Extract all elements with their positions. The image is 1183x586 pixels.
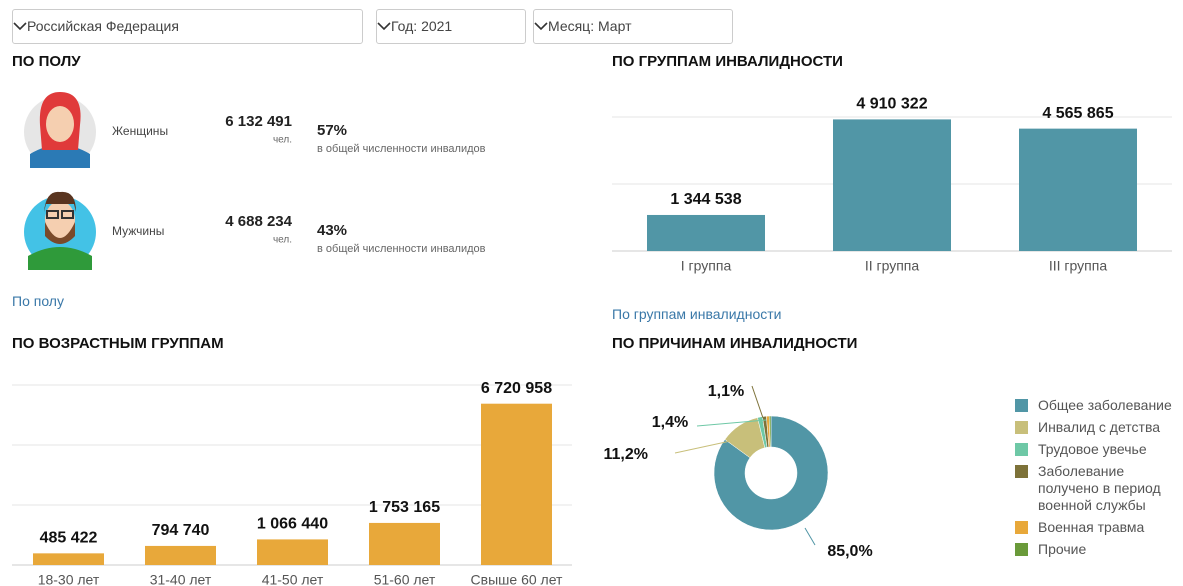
x-tick-label: I группа xyxy=(681,258,732,274)
legend-label: Общее заболевание xyxy=(1038,397,1172,413)
chart-title: ПО ГРУППАМ ИНВАЛИДНОСТИ xyxy=(612,53,843,70)
legend-swatch xyxy=(1015,465,1028,478)
gender-count: 6 132 491 xyxy=(225,113,292,130)
gender-label: Женщины xyxy=(112,124,168,138)
gender-percent: 57% xyxy=(317,122,347,139)
pie-slice xyxy=(713,415,829,531)
chart-title: ПО ПРИЧИНАМ ИНВАЛИДНОСТИ xyxy=(612,335,857,352)
section-title: ПО ПОЛУ xyxy=(12,53,81,70)
chevron xyxy=(377,22,391,31)
gender-unit: чел. xyxy=(273,135,292,146)
disability-link[interactable]: По группам инвалидности xyxy=(612,306,782,322)
gender-percent: 43% xyxy=(317,222,347,239)
year-dropdown[interactable]: Год: 2021 xyxy=(376,9,526,44)
value-label: 4 910 322 xyxy=(856,96,927,113)
legend-swatch xyxy=(1015,543,1028,556)
bar xyxy=(833,119,951,251)
dropdown-text: Месяц: Март xyxy=(548,18,632,34)
value-label: 11,2% xyxy=(604,446,648,463)
chart-title: ПО ВОЗРАСТНЫМ ГРУППАМ xyxy=(12,335,224,352)
legend-item: Заболевание получено в период военной сл… xyxy=(1015,463,1183,514)
value-label: 485 422 xyxy=(40,530,98,547)
value-label: 794 740 xyxy=(152,522,210,539)
legend-label: Военная травма xyxy=(1038,519,1145,535)
gender-link[interactable]: По полу xyxy=(12,293,64,309)
value-label: 1,1% xyxy=(708,383,744,400)
legend: Общее заболевание Инвалид с детства Трудов… xyxy=(1015,397,1183,563)
avatar-female xyxy=(24,92,96,168)
legend-item: Военная травма xyxy=(1015,519,1183,536)
gender-note: в общей численности инвалидов xyxy=(317,143,486,155)
bar xyxy=(481,403,552,565)
x-tick-label: II группа xyxy=(865,258,920,274)
x-tick-label: 41-50 лет xyxy=(262,572,324,586)
value-label: 6 720 958 xyxy=(481,380,552,397)
value-label: 1,4% xyxy=(652,414,688,431)
value-label: 1 066 440 xyxy=(257,516,328,533)
gender-unit: чел. xyxy=(273,235,292,246)
leader-line xyxy=(804,527,816,546)
region-dropdown[interactable]: Российская Федерация xyxy=(12,9,363,44)
x-tick-label: III группа xyxy=(1049,258,1107,274)
chevron xyxy=(13,22,27,31)
gender-label: Мужчины xyxy=(112,224,164,238)
month-dropdown[interactable]: Месяц: Март xyxy=(533,9,733,44)
legend-item: Инвалид с детства xyxy=(1015,419,1183,436)
legend-label: Заболевание получено в период военной сл… xyxy=(1038,463,1161,513)
x-tick-label: 51-60 лет xyxy=(374,572,436,586)
legend-item: Общее заболевание xyxy=(1015,397,1183,414)
bar xyxy=(647,214,765,251)
avatar-male xyxy=(24,191,96,270)
bar xyxy=(33,553,104,565)
legend-item: Прочие xyxy=(1015,541,1183,558)
leader-line xyxy=(674,439,736,454)
legend-swatch xyxy=(1015,521,1028,534)
bar xyxy=(1019,128,1137,251)
chevron xyxy=(534,22,548,31)
value-label: 1 344 538 xyxy=(670,191,741,208)
leader-line xyxy=(751,385,764,419)
legend-label: Прочие xyxy=(1038,541,1087,557)
legend-swatch xyxy=(1015,443,1028,456)
dropdown-text: Год: 2021 xyxy=(391,18,453,34)
x-tick-label: 18-30 лет xyxy=(38,572,100,586)
legend-item: Трудовое увечье xyxy=(1015,441,1183,458)
bar xyxy=(257,539,328,565)
legend-swatch xyxy=(1015,399,1028,412)
value-label: 85,0% xyxy=(827,543,872,560)
legend-label: Трудовое увечье xyxy=(1038,441,1147,457)
legend-swatch xyxy=(1015,421,1028,434)
bar xyxy=(369,522,440,565)
bar xyxy=(145,545,216,565)
value-label: 4 565 865 xyxy=(1042,105,1113,122)
legend-label: Инвалид с детства xyxy=(1038,419,1161,435)
gender-note: в общей численности инвалидов xyxy=(317,243,486,255)
x-tick-label: 31-40 лет xyxy=(150,572,212,586)
value-label: 1 753 165 xyxy=(369,499,440,516)
pie-slice xyxy=(768,415,772,448)
gender-count: 4 688 234 xyxy=(225,213,292,230)
leader-line xyxy=(696,419,767,427)
x-tick-label: Свыше 60 лет xyxy=(471,572,563,586)
dropdown-text: Российская Федерация xyxy=(27,18,179,34)
